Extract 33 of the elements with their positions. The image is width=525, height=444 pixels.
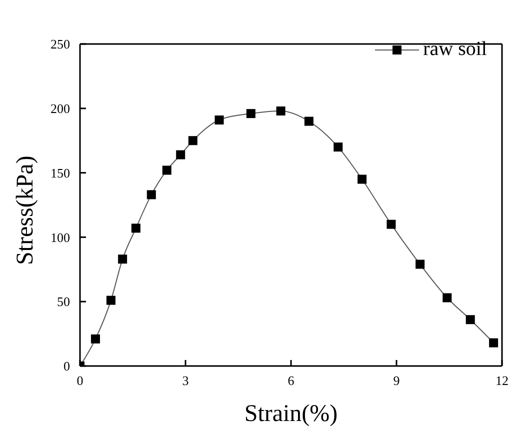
x-tick-label: 12 (496, 373, 508, 388)
point (214, 115, 224, 124)
point (90, 334, 100, 344)
x-tick-label: 0 (76, 373, 84, 388)
x-tick-label: 6 (288, 373, 295, 388)
y-tick-label: 150 (50, 165, 70, 180)
point (146, 190, 156, 200)
legend-label: raw soil (423, 38, 487, 61)
y-tick-label: 100 (50, 230, 70, 245)
point (162, 166, 172, 175)
point (106, 296, 116, 305)
y-tick-label: 50 (57, 294, 70, 310)
point (304, 116, 314, 126)
point (188, 136, 198, 146)
point (386, 220, 396, 229)
point (358, 174, 367, 184)
y-tick-label: 0 (64, 358, 70, 374)
point (442, 293, 452, 302)
point (489, 338, 498, 348)
point (276, 106, 286, 116)
point (334, 142, 343, 152)
point (131, 224, 140, 233)
y-tick-label: 200 (50, 101, 70, 116)
y-tick-label: 250 (50, 36, 70, 52)
point (466, 315, 475, 324)
y-axis-title: Stress(kPa) (12, 156, 39, 265)
x-tick-label: 9 (393, 373, 400, 388)
point (176, 150, 186, 160)
x-tick-label: 3 (182, 373, 189, 388)
x-axis-title: Strain(%) (244, 401, 338, 428)
point (118, 254, 128, 264)
point (416, 260, 425, 269)
point (246, 109, 256, 118)
